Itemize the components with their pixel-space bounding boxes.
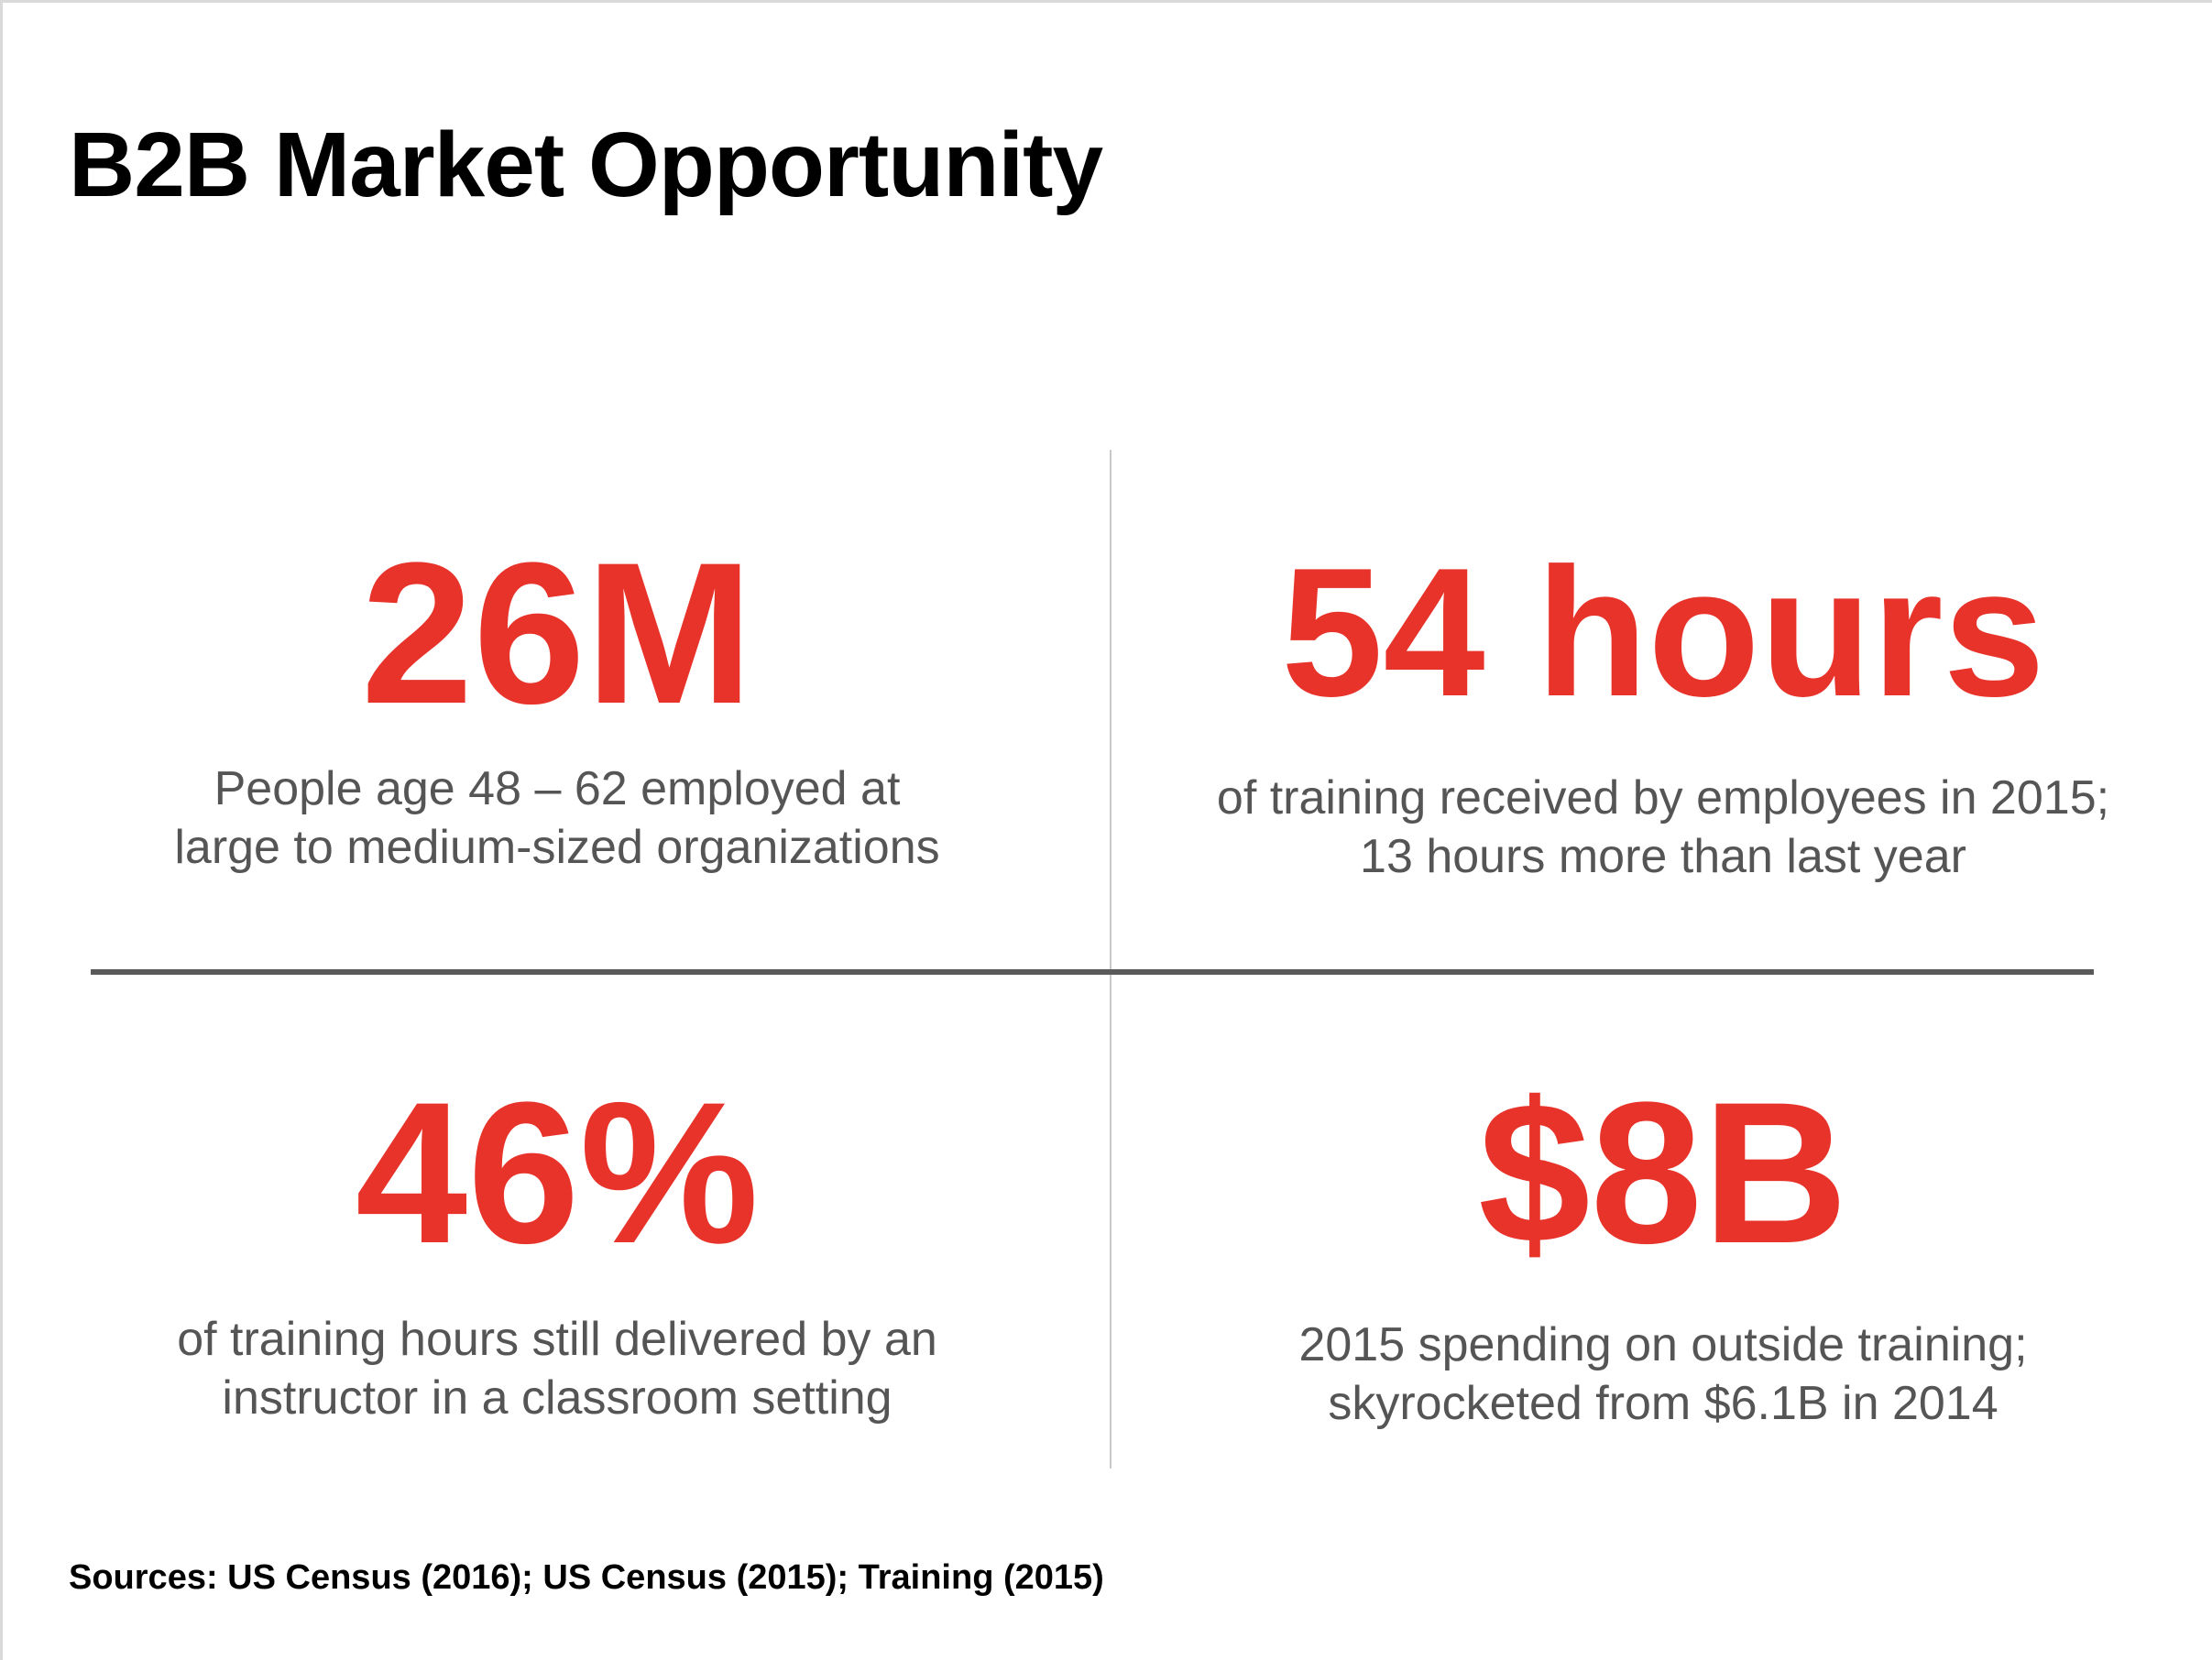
stat-description: of training received by employees in 201… bbox=[1159, 769, 2167, 886]
vertical-divider bbox=[1110, 450, 1111, 1469]
stat-description-line: People age 48 – 62 employed at bbox=[214, 762, 901, 815]
stat-outside-spending: $8B 2015 spending on outside training; s… bbox=[1159, 1072, 2167, 1433]
stat-training-hours: 54 hours of training received by employe… bbox=[1159, 532, 2167, 886]
stat-value: $8B bbox=[1478, 1060, 1848, 1285]
horizontal-divider bbox=[91, 969, 2094, 975]
stat-value: 46% bbox=[355, 1060, 760, 1285]
slide-title: B2B Market Opportunity bbox=[69, 114, 1103, 216]
stat-description-line: 2015 spending on outside training; bbox=[1298, 1318, 2028, 1371]
stat-people-employed: 26M People age 48 – 62 employed at large… bbox=[53, 532, 1061, 877]
stat-value: 54 hours bbox=[1281, 530, 2045, 735]
stat-description-line: instructor in a classroom setting bbox=[222, 1371, 892, 1425]
sources-footnote: Sources: US Census (2016); US Census (20… bbox=[69, 1558, 1104, 1597]
stat-description-line: large to medium-sized organizations bbox=[174, 821, 940, 874]
stat-description-line: of training hours still delivered by an bbox=[177, 1313, 937, 1366]
stat-description: People age 48 – 62 employed at large to … bbox=[53, 759, 1061, 877]
stat-classroom-share: 46% of training hours still delivered by… bbox=[53, 1072, 1061, 1427]
stat-description-line: of training received by employees in 201… bbox=[1216, 771, 2110, 825]
stat-value: 26M bbox=[361, 520, 753, 746]
stat-description: 2015 spending on outside training; skyro… bbox=[1159, 1316, 2167, 1433]
stat-description-line: skyrocketed from $6.1B in 2014 bbox=[1328, 1377, 1998, 1430]
stat-description-line: 13 hours more than last year bbox=[1360, 830, 1966, 883]
stat-description: of training hours still delivered by an … bbox=[53, 1310, 1061, 1427]
